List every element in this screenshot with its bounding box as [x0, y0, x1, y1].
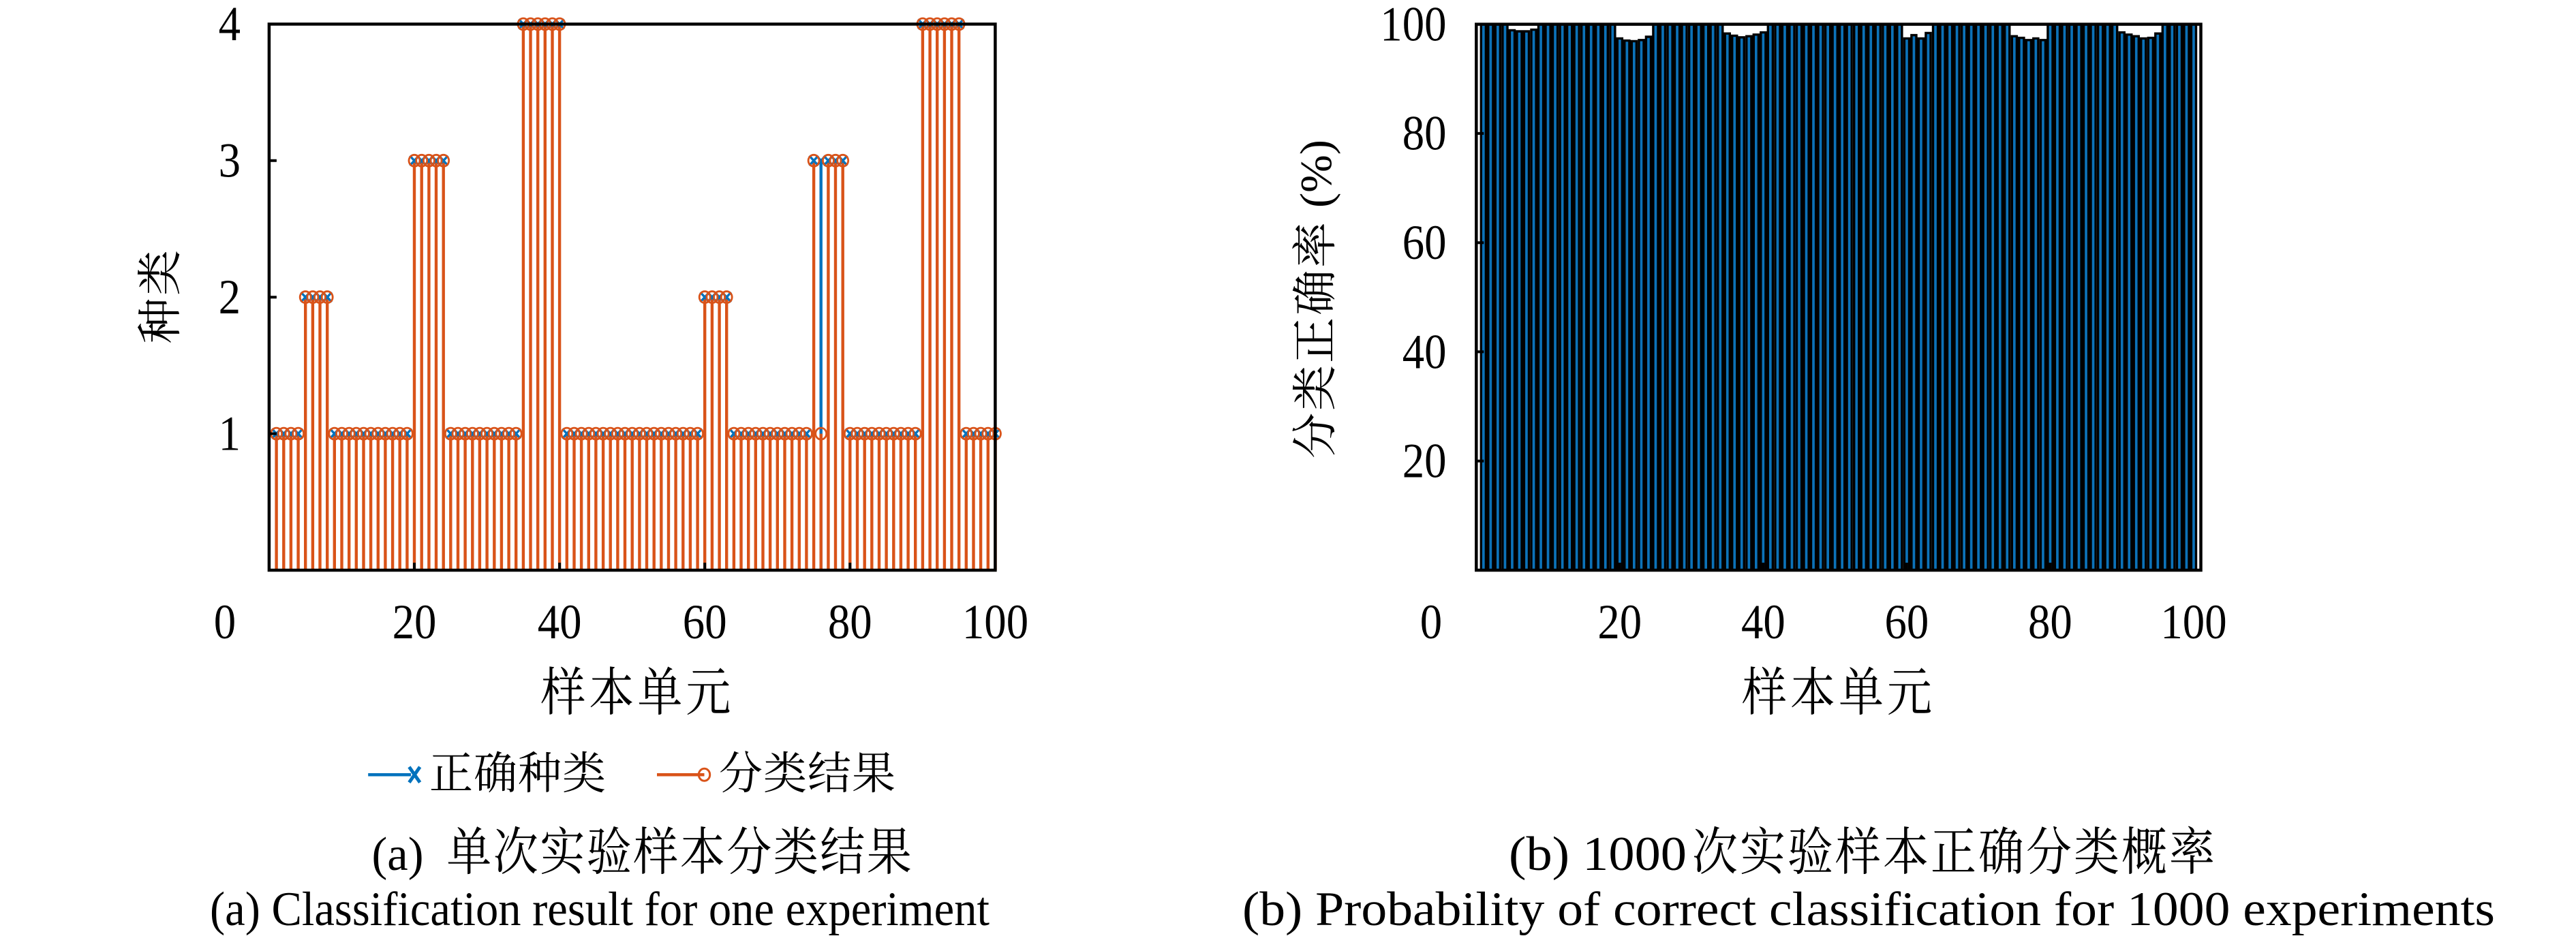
svg-text:20: 20	[1597, 595, 1642, 649]
svg-text:80: 80	[1402, 106, 1447, 161]
svg-text:20: 20	[393, 595, 437, 649]
svg-text:(a) Classification result for: (a) Classification result for one experi…	[210, 883, 990, 936]
svg-text:3: 3	[219, 133, 241, 187]
svg-text:(b) Probability of correct cla: (b) Probability of correct classificatio…	[1242, 883, 2495, 936]
svg-text:80: 80	[2028, 595, 2072, 649]
svg-text:40: 40	[538, 595, 582, 649]
svg-text:(a): (a)	[372, 828, 424, 881]
svg-text:60: 60	[683, 595, 727, 649]
svg-text:0: 0	[214, 595, 236, 649]
svg-text:0: 0	[1420, 595, 1442, 649]
svg-text:100: 100	[2160, 595, 2226, 649]
svg-text:80: 80	[828, 595, 872, 649]
svg-text:60: 60	[1402, 215, 1447, 270]
svg-text:(b) 1000: (b) 1000	[1509, 828, 1687, 881]
svg-text:(%): (%)	[1291, 140, 1341, 208]
svg-text:100: 100	[1380, 0, 1446, 51]
svg-text:1: 1	[219, 406, 241, 461]
svg-text:60: 60	[1885, 595, 1929, 649]
svg-text:2: 2	[219, 270, 241, 324]
svg-text:40: 40	[1741, 595, 1785, 649]
svg-text:4: 4	[219, 0, 241, 51]
svg-text:100: 100	[962, 595, 1028, 649]
svg-text:40: 40	[1402, 324, 1447, 379]
svg-text:20: 20	[1402, 433, 1447, 488]
